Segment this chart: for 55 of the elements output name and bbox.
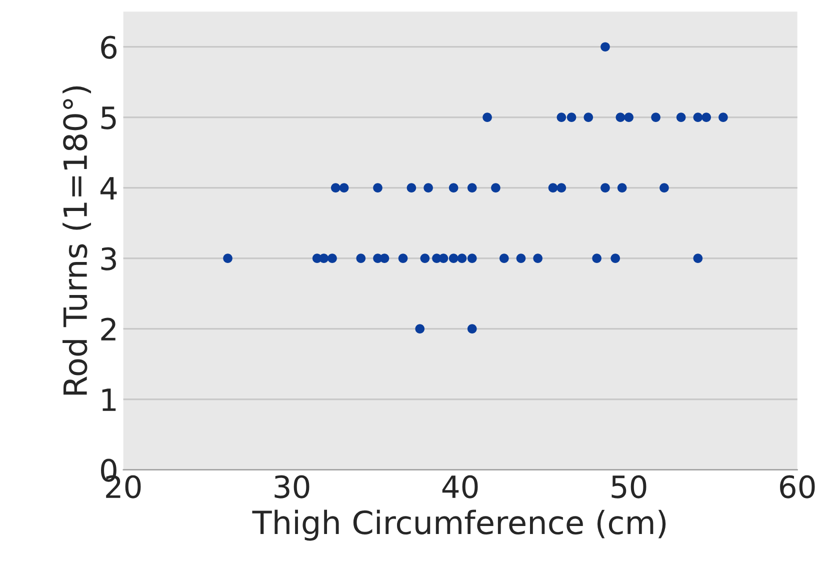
- point: [651, 112, 660, 122]
- point: [448, 254, 458, 263]
- point: [457, 254, 467, 263]
- y-tick-label: 2: [101, 318, 116, 340]
- x-tick-label: 50: [612, 475, 646, 498]
- point: [616, 112, 626, 122]
- point: [448, 183, 458, 192]
- y-axis-title: Rod Turns (1=180°): [62, 86, 92, 395]
- x-tick-label: 30: [274, 475, 310, 498]
- point: [533, 254, 542, 263]
- point: [610, 254, 620, 263]
- point: [339, 183, 349, 192]
- point: [223, 254, 232, 263]
- point: [356, 254, 366, 263]
- point: [624, 112, 634, 122]
- point: [556, 112, 566, 122]
- point: [702, 112, 712, 122]
- point: [693, 112, 703, 122]
- point: [415, 324, 425, 334]
- point: [420, 254, 430, 263]
- point: [330, 183, 340, 192]
- y-tick-label: 6: [101, 36, 117, 59]
- x-tick-label: 40: [442, 475, 478, 498]
- y-tick-label: 4: [100, 177, 117, 200]
- point: [482, 112, 492, 122]
- point: [566, 112, 576, 122]
- point: [516, 254, 526, 263]
- x-tick-label: 60: [780, 475, 815, 498]
- point: [499, 254, 509, 263]
- point: [600, 183, 610, 192]
- y-tick-label: 3: [101, 247, 116, 270]
- point: [424, 183, 433, 192]
- point: [467, 183, 477, 192]
- point: [380, 254, 390, 263]
- point: [467, 324, 477, 334]
- point: [406, 183, 416, 192]
- point: [693, 254, 703, 263]
- x-axis-title: Thigh Circumference (cm): [252, 510, 666, 541]
- point: [398, 254, 408, 263]
- point: [718, 112, 728, 122]
- y-tick-label: 5: [101, 106, 116, 130]
- point: [373, 183, 382, 192]
- point: [600, 42, 610, 52]
- point: [592, 254, 602, 263]
- point: [548, 183, 558, 192]
- point: [438, 254, 448, 263]
- point: [676, 112, 686, 122]
- point: [467, 254, 477, 263]
- point: [660, 183, 669, 192]
- y-tick-label: 1: [102, 388, 116, 411]
- point: [328, 254, 337, 263]
- point: [584, 112, 594, 122]
- point: [556, 183, 566, 192]
- point: [491, 183, 500, 192]
- point: [617, 183, 627, 192]
